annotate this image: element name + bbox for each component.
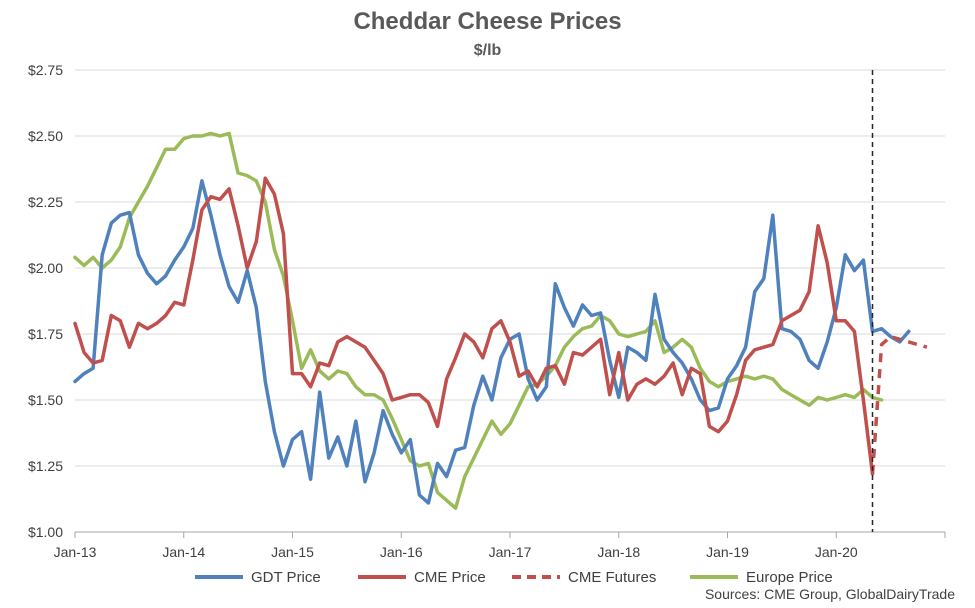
x-tick-label: Jan-20: [815, 544, 858, 560]
y-tick-label: $1.00: [28, 524, 63, 540]
x-tick-label: Jan-16: [380, 544, 423, 560]
x-tick-label: Jan-14: [162, 544, 205, 560]
x-tick-label: Jan-19: [706, 544, 749, 560]
legend-label: CME Futures: [568, 569, 656, 586]
sources-note: Sources: CME Group, GlobalDairyTrade: [704, 586, 955, 602]
legend: GDT Price CME Price CME Futures Europe Pric…: [195, 569, 833, 586]
chart-title: Cheddar Cheese Prices: [353, 8, 622, 35]
x-axis: [74, 531, 946, 538]
series-line-cme-futures: [870, 334, 928, 475]
legend-label: CME Price: [414, 569, 486, 586]
y-tick-label: $2.75: [28, 62, 63, 78]
series-line-europe-price: [73, 131, 884, 510]
x-tick-label: Jan-13: [54, 544, 97, 560]
series-line-cme-price: [73, 176, 875, 476]
legend-label: Europe Price: [746, 569, 833, 586]
gridlines: [75, 69, 945, 467]
y-axis-tick-labels: $1.00 $1.25 $1.50 $1.75 $2.00 $2.25 $2.50 $2.75: [28, 62, 63, 540]
chart-subtitle: $/lb: [473, 42, 502, 59]
legend-label: GDT Price: [251, 569, 321, 586]
x-tick-label: Jan-18: [597, 544, 640, 560]
y-tick-label: $2.00: [28, 260, 63, 276]
series-layer: [73, 131, 928, 510]
y-tick-label: $2.25: [28, 194, 63, 210]
x-tick-label: Jan-17: [489, 544, 532, 560]
x-axis-tick-labels: Jan-13 Jan-14 Jan-15 Jan-16 Jan-17 Jan-18 Jan-…: [54, 544, 858, 560]
y-tick-label: $1.25: [28, 458, 63, 474]
y-tick-label: $2.50: [28, 128, 63, 144]
y-tick-label: $1.75: [28, 326, 63, 342]
x-tick-label: Jan-15: [271, 544, 314, 560]
series-line-gdt-price: [73, 179, 911, 505]
y-tick-label: $1.50: [28, 392, 63, 408]
